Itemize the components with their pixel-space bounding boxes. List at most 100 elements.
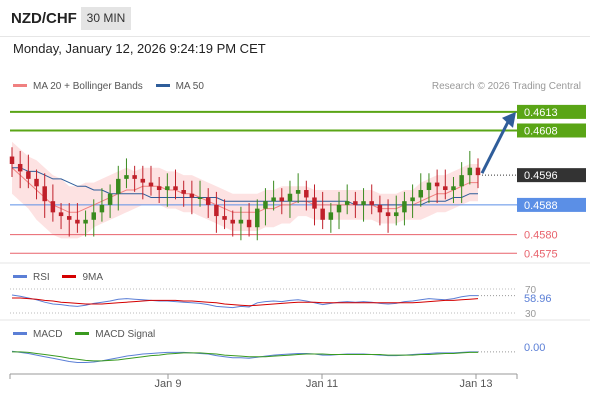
candle-body	[83, 219, 88, 224]
candle-body	[173, 186, 178, 191]
legend-rsi-label: RSI	[33, 272, 50, 283]
candle-body	[58, 212, 64, 217]
candle-body	[165, 186, 170, 191]
level-tag-0.4588	[517, 197, 586, 212]
candle-body	[434, 182, 440, 187]
candle-body	[271, 197, 276, 202]
candle-body	[328, 212, 334, 220]
candle-body	[238, 219, 244, 224]
candle-body	[214, 204, 219, 217]
rsi-legend: RSI 9MA	[13, 272, 103, 283]
instrument-title: NZD/CHF	[11, 10, 77, 27]
level-label-0.4608: 0.4608	[524, 125, 558, 137]
candle-body	[295, 190, 301, 194]
candle-body	[255, 208, 260, 228]
rsi-level-label-70: 70	[525, 285, 537, 296]
candle-body	[140, 178, 146, 183]
candle-body	[42, 186, 47, 202]
legend-swatch-ma20	[13, 83, 27, 87]
candle-body	[50, 201, 56, 213]
x-tick-label: Jan 11	[306, 378, 338, 390]
candle-body	[9, 156, 15, 164]
rsi-current-value: 58.96	[524, 293, 552, 305]
candle-body	[418, 190, 424, 198]
legend-swatch-macd	[13, 331, 27, 335]
candle-body	[393, 212, 399, 217]
legend-ma20-label: MA 20 + Bollinger Bands	[33, 81, 143, 92]
candle-body	[459, 175, 464, 187]
candle-body	[475, 167, 481, 176]
level-tag-0.4613	[517, 104, 586, 119]
candle-body	[124, 175, 129, 179]
candle-body	[26, 171, 31, 179]
legend-rsi-ma-label: 9MA	[82, 272, 104, 283]
legend-swatch-rsi-ma	[62, 274, 77, 278]
timestamp: Monday, January 12, 2026 9:24:19 PM CET	[13, 41, 266, 56]
candle-body	[312, 197, 317, 209]
candle-body	[279, 197, 285, 202]
rsi-level-label-30: 30	[525, 309, 537, 320]
legend-swatch-ma50	[155, 83, 170, 87]
candle-body	[34, 178, 39, 187]
forecast-arrow-shaft	[480, 121, 510, 174]
level-label-0.4580: 0.4580	[524, 230, 558, 242]
candle-body	[222, 216, 227, 220]
candle-body	[426, 182, 432, 191]
chart-header: NZD/CHF 30 MIN	[0, 0, 590, 37]
main-legend: MA 20 + Bollinger Bands MA 50	[13, 81, 204, 92]
candle-body	[75, 219, 80, 224]
legend-swatch-macd-signal	[75, 331, 90, 335]
x-tick-label: Jan 13	[459, 378, 492, 390]
candle-body	[451, 186, 456, 191]
candle-body	[99, 204, 105, 213]
candle-body	[353, 201, 358, 205]
level-label-0.4596: 0.4596	[524, 170, 558, 182]
candle-body	[205, 197, 211, 205]
legend-macd-label: MACD	[33, 329, 63, 340]
rsi-ma-line	[12, 297, 479, 307]
candle-body	[287, 193, 293, 202]
candle-body	[336, 204, 342, 213]
candle-body	[132, 175, 137, 179]
candle-body	[402, 201, 407, 213]
candle-body	[66, 216, 72, 220]
ma50-line	[12, 167, 478, 206]
forecast-arrow-head	[502, 111, 516, 128]
candle-body	[156, 186, 162, 191]
candle-body	[17, 163, 23, 172]
legend-macd-signal-label: MACD Signal	[95, 329, 156, 340]
credit-text: Research © 2026 Trading Central	[431, 81, 581, 92]
candle-body	[369, 201, 374, 205]
candle-body	[230, 219, 235, 224]
candle-body	[467, 167, 473, 176]
candle-body	[304, 190, 309, 198]
candle-body	[181, 190, 186, 194]
candle-body	[189, 193, 195, 198]
bollinger-band	[12, 141, 478, 239]
timeframe-button[interactable]: 30 MIN	[81, 7, 131, 30]
legend-swatch-rsi	[13, 274, 27, 278]
candle-body	[246, 219, 252, 228]
candle-body	[320, 208, 325, 220]
macd-legend: MACD MACD Signal	[13, 329, 155, 340]
candle-body	[116, 178, 121, 194]
candle-body	[385, 212, 391, 217]
candle-body	[263, 201, 268, 209]
candle-body	[410, 197, 415, 202]
level-tag-0.4608	[517, 123, 586, 138]
candle-body	[197, 197, 203, 199]
level-tag-0.4596	[517, 168, 586, 183]
macd-signal-line	[12, 351, 478, 362]
candle-body	[344, 201, 350, 205]
candle-body	[91, 212, 97, 220]
candle-body	[377, 204, 383, 213]
level-label-0.4588: 0.4588	[524, 200, 558, 212]
macd-zero-label: 0.00	[524, 342, 545, 354]
level-label-0.4575: 0.4575	[524, 248, 558, 260]
candle-body	[148, 182, 154, 187]
x-tick-label: Jan 9	[155, 378, 182, 390]
level-label-0.4613: 0.4613	[524, 107, 558, 119]
candle-body	[107, 193, 113, 205]
candle-body	[361, 201, 366, 205]
